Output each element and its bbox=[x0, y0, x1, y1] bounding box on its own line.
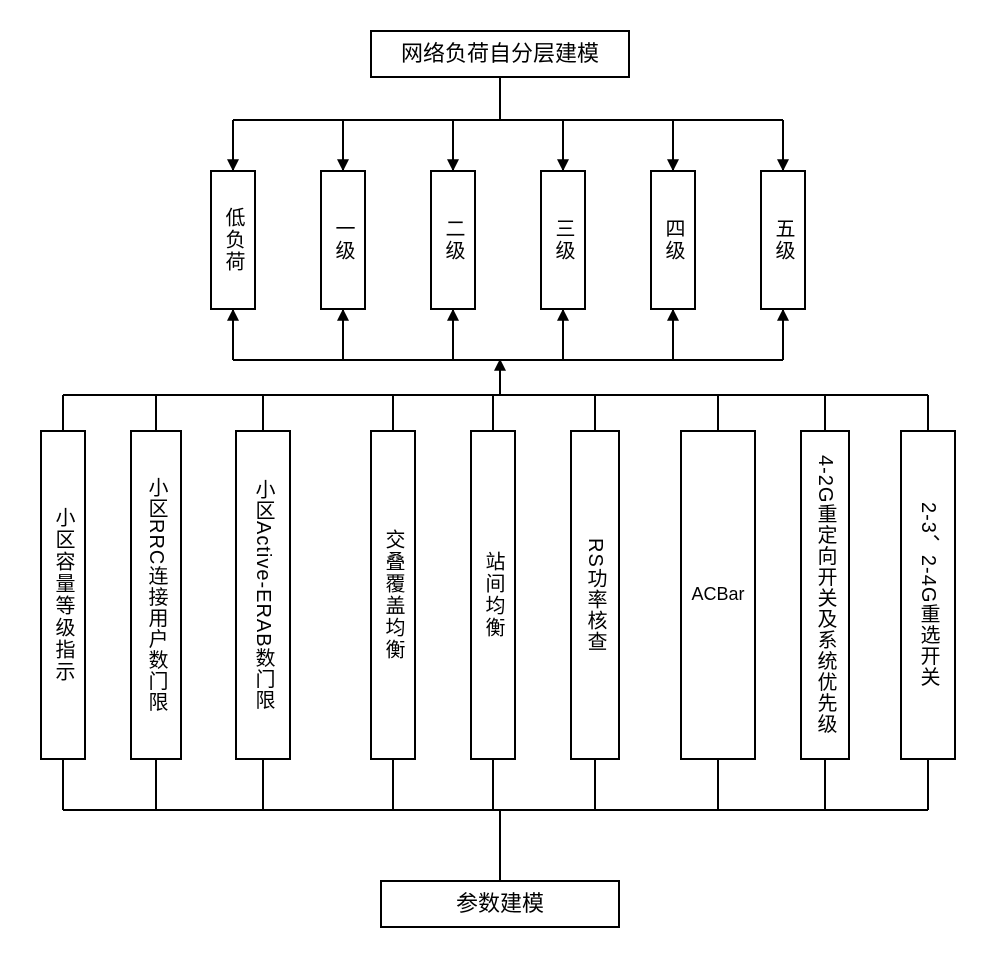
level-label-0: 低负荷 bbox=[218, 201, 248, 279]
level-box-4: 四级 bbox=[650, 170, 696, 310]
param-label-6: ACBar bbox=[683, 579, 752, 610]
param-label-8: 2-3、2-4G重选开关 bbox=[913, 496, 943, 693]
param-label-2: 小区Active-ERAB数门限 bbox=[248, 473, 278, 717]
level-box-3: 三级 bbox=[540, 170, 586, 310]
level-label-4: 四级 bbox=[658, 212, 688, 268]
param-box-6: ACBar bbox=[680, 430, 756, 760]
level-box-2: 二级 bbox=[430, 170, 476, 310]
param-box-0: 小区容量等级指示 bbox=[40, 430, 86, 760]
top-box: 网络负荷自分层建模 bbox=[370, 30, 630, 78]
bottom-box-label: 参数建模 bbox=[448, 886, 552, 923]
param-label-4: 站间均衡 bbox=[478, 545, 508, 645]
param-box-2: 小区Active-ERAB数门限 bbox=[235, 430, 291, 760]
level-label-2: 二级 bbox=[438, 212, 468, 268]
param-label-1: 小区RRC连接用户数门限 bbox=[141, 471, 171, 718]
param-box-4: 站间均衡 bbox=[470, 430, 516, 760]
param-box-3: 交叠覆盖均衡 bbox=[370, 430, 416, 760]
level-box-0: 低负荷 bbox=[210, 170, 256, 310]
param-label-3: 交叠覆盖均衡 bbox=[378, 523, 408, 667]
level-label-5: 五级 bbox=[768, 212, 798, 268]
param-box-8: 2-3、2-4G重选开关 bbox=[900, 430, 956, 760]
level-label-3: 三级 bbox=[548, 212, 578, 268]
level-label-1: 一级 bbox=[328, 212, 358, 268]
level-box-1: 一级 bbox=[320, 170, 366, 310]
level-box-5: 五级 bbox=[760, 170, 806, 310]
param-label-5: RS功率核查 bbox=[580, 532, 610, 658]
param-label-0: 小区容量等级指示 bbox=[48, 501, 78, 689]
param-box-1: 小区RRC连接用户数门限 bbox=[130, 430, 182, 760]
param-box-5: RS功率核查 bbox=[570, 430, 620, 760]
param-label-7: 4-2G重定向开关及系统优先级 bbox=[810, 449, 840, 740]
param-box-7: 4-2G重定向开关及系统优先级 bbox=[800, 430, 850, 760]
top-box-label: 网络负荷自分层建模 bbox=[393, 36, 607, 73]
bottom-box: 参数建模 bbox=[380, 880, 620, 928]
